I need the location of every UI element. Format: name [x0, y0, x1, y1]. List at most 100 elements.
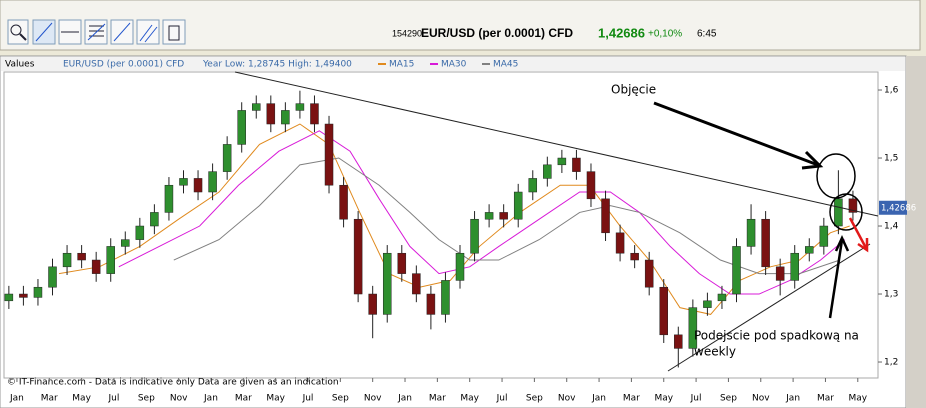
x-tick-label: Sep: [138, 394, 155, 404]
candle-body: [572, 157, 581, 172]
last-price-tag: [879, 200, 907, 215]
x-tick-label: Nov: [170, 394, 188, 404]
candle-body: [805, 246, 814, 254]
x-tick-label: Jan: [203, 394, 218, 404]
time: 6:45: [697, 29, 717, 40]
candle-body: [62, 252, 72, 268]
candle-body: [222, 144, 232, 172]
x-tick-label: Nov: [558, 394, 576, 404]
candle-body: [353, 218, 363, 295]
x-tick-label: Mar: [41, 394, 58, 404]
candle-body: [528, 178, 538, 193]
candle-body: [208, 171, 217, 193]
arrow-head: [857, 238, 869, 253]
x-tick-label: Mar: [817, 394, 834, 404]
x-tick-label: Mar: [235, 394, 252, 404]
candle-body: [368, 293, 377, 315]
annotations: [234, 71, 879, 372]
y-tick-label: 1,6: [884, 86, 899, 96]
toolbar-icons: [10, 22, 180, 43]
candle-body: [310, 103, 319, 125]
last-price-label: 1,42686: [881, 203, 916, 213]
candle-body: [397, 252, 407, 274]
x-tick-label: May: [848, 394, 867, 404]
candle-body: [601, 198, 610, 234]
x-tick-label: Nov: [364, 394, 382, 404]
legend-bar: [1, 57, 905, 71]
candle-body: [193, 178, 203, 193]
x-tick-label: Mar: [623, 394, 640, 404]
change: +0,10%: [648, 29, 682, 40]
candle-body: [746, 218, 756, 247]
x-tick-label: Jul: [690, 394, 702, 404]
annotation: Podejscie pod spadkową na: [694, 329, 859, 343]
candle-body: [4, 293, 14, 302]
candle-body: [237, 110, 246, 145]
candle-body: [775, 266, 785, 281]
candle-body: [135, 225, 145, 240]
legend-title: Values: [5, 60, 35, 70]
candle-body: [688, 307, 698, 349]
candle-body: [732, 246, 741, 295]
x-tick-label: Sep: [332, 394, 349, 404]
x-tick-label: May: [266, 394, 285, 404]
x-tick-label: Jan: [397, 394, 412, 404]
candle-body: [91, 259, 101, 274]
candle-body: [339, 184, 348, 220]
y-tick-label: 1,3: [884, 290, 898, 300]
y-tick-label: 1,5: [884, 154, 898, 164]
x-tick-label: Jan: [9, 394, 24, 404]
candle-body: [703, 300, 712, 308]
x-tick-label: Jan: [591, 394, 606, 404]
candle-body: [543, 164, 552, 179]
candle-body: [426, 293, 436, 315]
icon: [10, 24, 22, 36]
legend-entry: EUR/USD (per 0.0001) CFD: [63, 60, 184, 70]
arrow: [653, 101, 819, 167]
instrument-code: 154290: [392, 28, 422, 38]
arrow: [828, 239, 844, 319]
candle-body: [266, 103, 276, 125]
candle-body: [19, 293, 28, 298]
candle-body: [33, 286, 43, 298]
x-tick-label: Sep: [526, 394, 543, 404]
candle-body: [179, 178, 188, 186]
y-tick-label: 1,4: [884, 222, 899, 232]
plot: [4, 90, 858, 368]
candle-body: [615, 232, 625, 254]
candle-body: [150, 212, 159, 227]
candle-body: [499, 212, 508, 220]
candle-body: [281, 110, 290, 125]
candle-body: [484, 212, 494, 220]
icon: [113, 22, 131, 42]
candle-body: [557, 157, 567, 166]
trend-line: [234, 71, 879, 217]
candle-body: [819, 225, 829, 247]
arrow: [848, 217, 868, 249]
candle-body: [586, 171, 596, 200]
candle-body: [48, 266, 57, 288]
candle-body: [659, 286, 668, 336]
candle-body: [77, 252, 86, 261]
candle-body: [834, 198, 843, 227]
legend-entry: MA15: [389, 60, 414, 70]
annotation: Objęcie: [611, 83, 656, 97]
candle-body: [441, 280, 450, 315]
x-tick-label: May: [460, 394, 479, 404]
candle-body: [513, 191, 523, 220]
plot-area: [3, 71, 879, 379]
candle-body: [630, 252, 639, 261]
price: 1,42686: [598, 25, 645, 40]
candle-body: [848, 198, 858, 213]
candle-body: [717, 293, 727, 302]
arrow-head: [834, 235, 850, 252]
icon: [87, 23, 106, 41]
trend-line: [667, 243, 871, 372]
candle-body: [455, 252, 465, 281]
candle-body: [761, 218, 770, 268]
x-tick-label: Jul: [108, 394, 120, 404]
candle-body: [674, 334, 683, 349]
x-tick-label: May: [72, 394, 91, 404]
instrument-name: EUR/USD (per 0.0001) CFD: [421, 26, 573, 40]
